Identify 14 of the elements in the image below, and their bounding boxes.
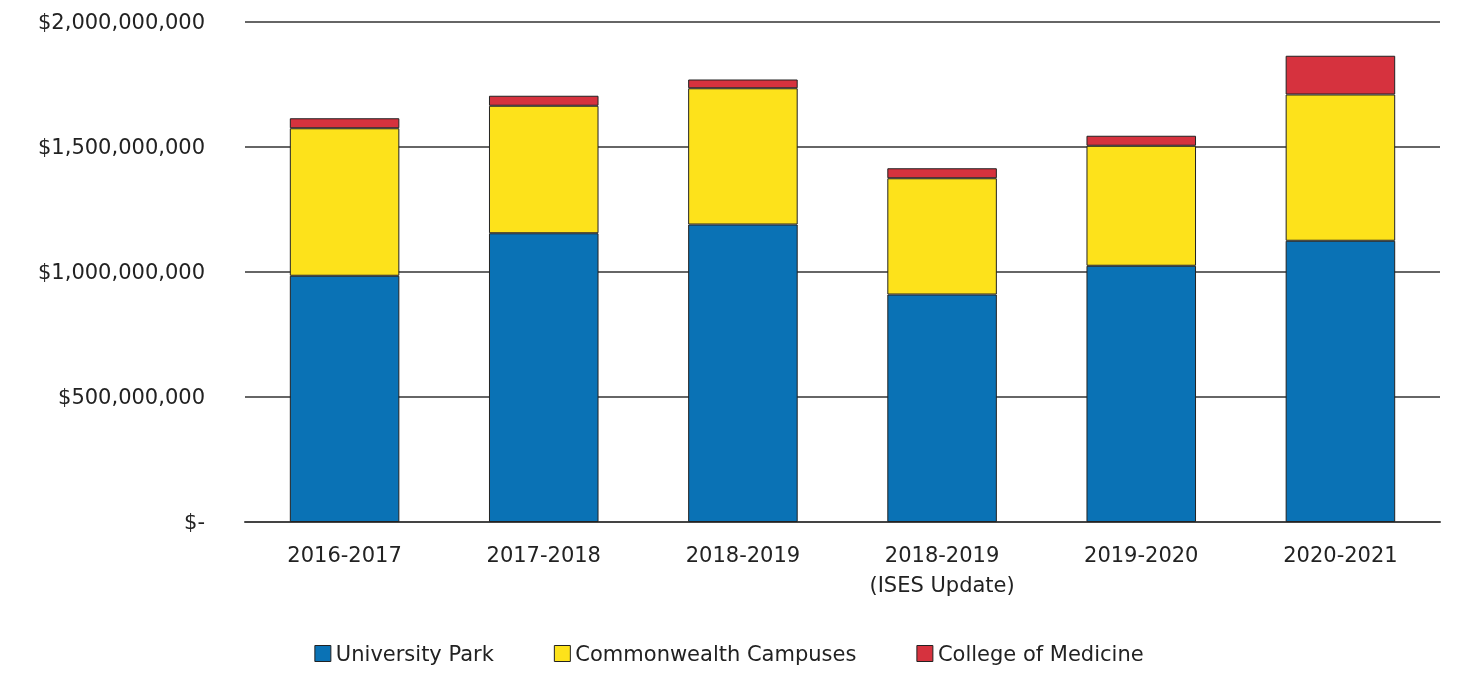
legend-label: Commonwealth Campuses: [575, 641, 857, 666]
x-tick-label: 2020-2021: [1283, 543, 1398, 567]
y-tick-label: $1,500,000,000: [38, 135, 205, 159]
x-tick-label: 2018-2019 (ISES Update): [869, 543, 1015, 597]
x-tick-label: 2017-2018: [486, 543, 601, 567]
y-tick-label: $-: [184, 510, 205, 534]
y-tick-label: $500,000,000: [58, 385, 205, 409]
x-tick-label: 2019-2020: [1084, 543, 1199, 567]
x-tick-label: 2018-2019: [685, 543, 801, 567]
legend-label: College of Medicine: [937, 641, 1144, 666]
x-tick-label: 2016-2017: [287, 543, 402, 567]
y-tick-label: $1,000,000,000: [38, 260, 205, 284]
y-tick-label: $2,000,000,000: [38, 10, 205, 34]
legend-label: University Park: [335, 641, 495, 666]
